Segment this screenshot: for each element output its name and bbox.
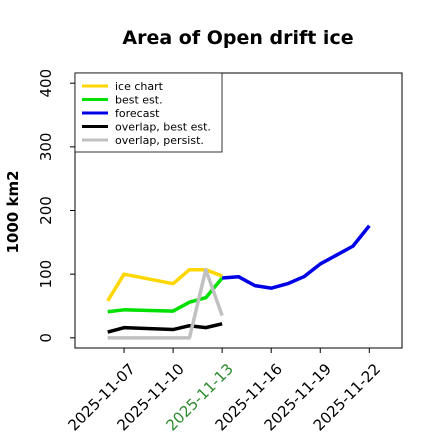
series-line	[106, 267, 223, 302]
legend-label: best est.	[115, 94, 163, 107]
series-line	[222, 224, 371, 290]
legend-label: overlap, best est.	[115, 121, 211, 134]
legend-label: overlap, persist.	[115, 134, 204, 147]
legend-label: forecast	[115, 107, 160, 120]
y-axis-label: 1000 km2	[4, 170, 22, 253]
series-line	[107, 322, 223, 334]
y-tick-label: 0	[37, 333, 55, 343]
series-line	[107, 276, 224, 314]
y-tick-label: 400	[37, 69, 55, 98]
legend-label: ice chart	[115, 80, 164, 93]
y-tick-label: 300	[37, 133, 55, 162]
y-tick-label: 100	[37, 260, 55, 289]
y-tick-label: 200	[37, 196, 55, 225]
chart-title: Area of Open drift ice	[122, 27, 353, 49]
series-line	[107, 267, 224, 340]
